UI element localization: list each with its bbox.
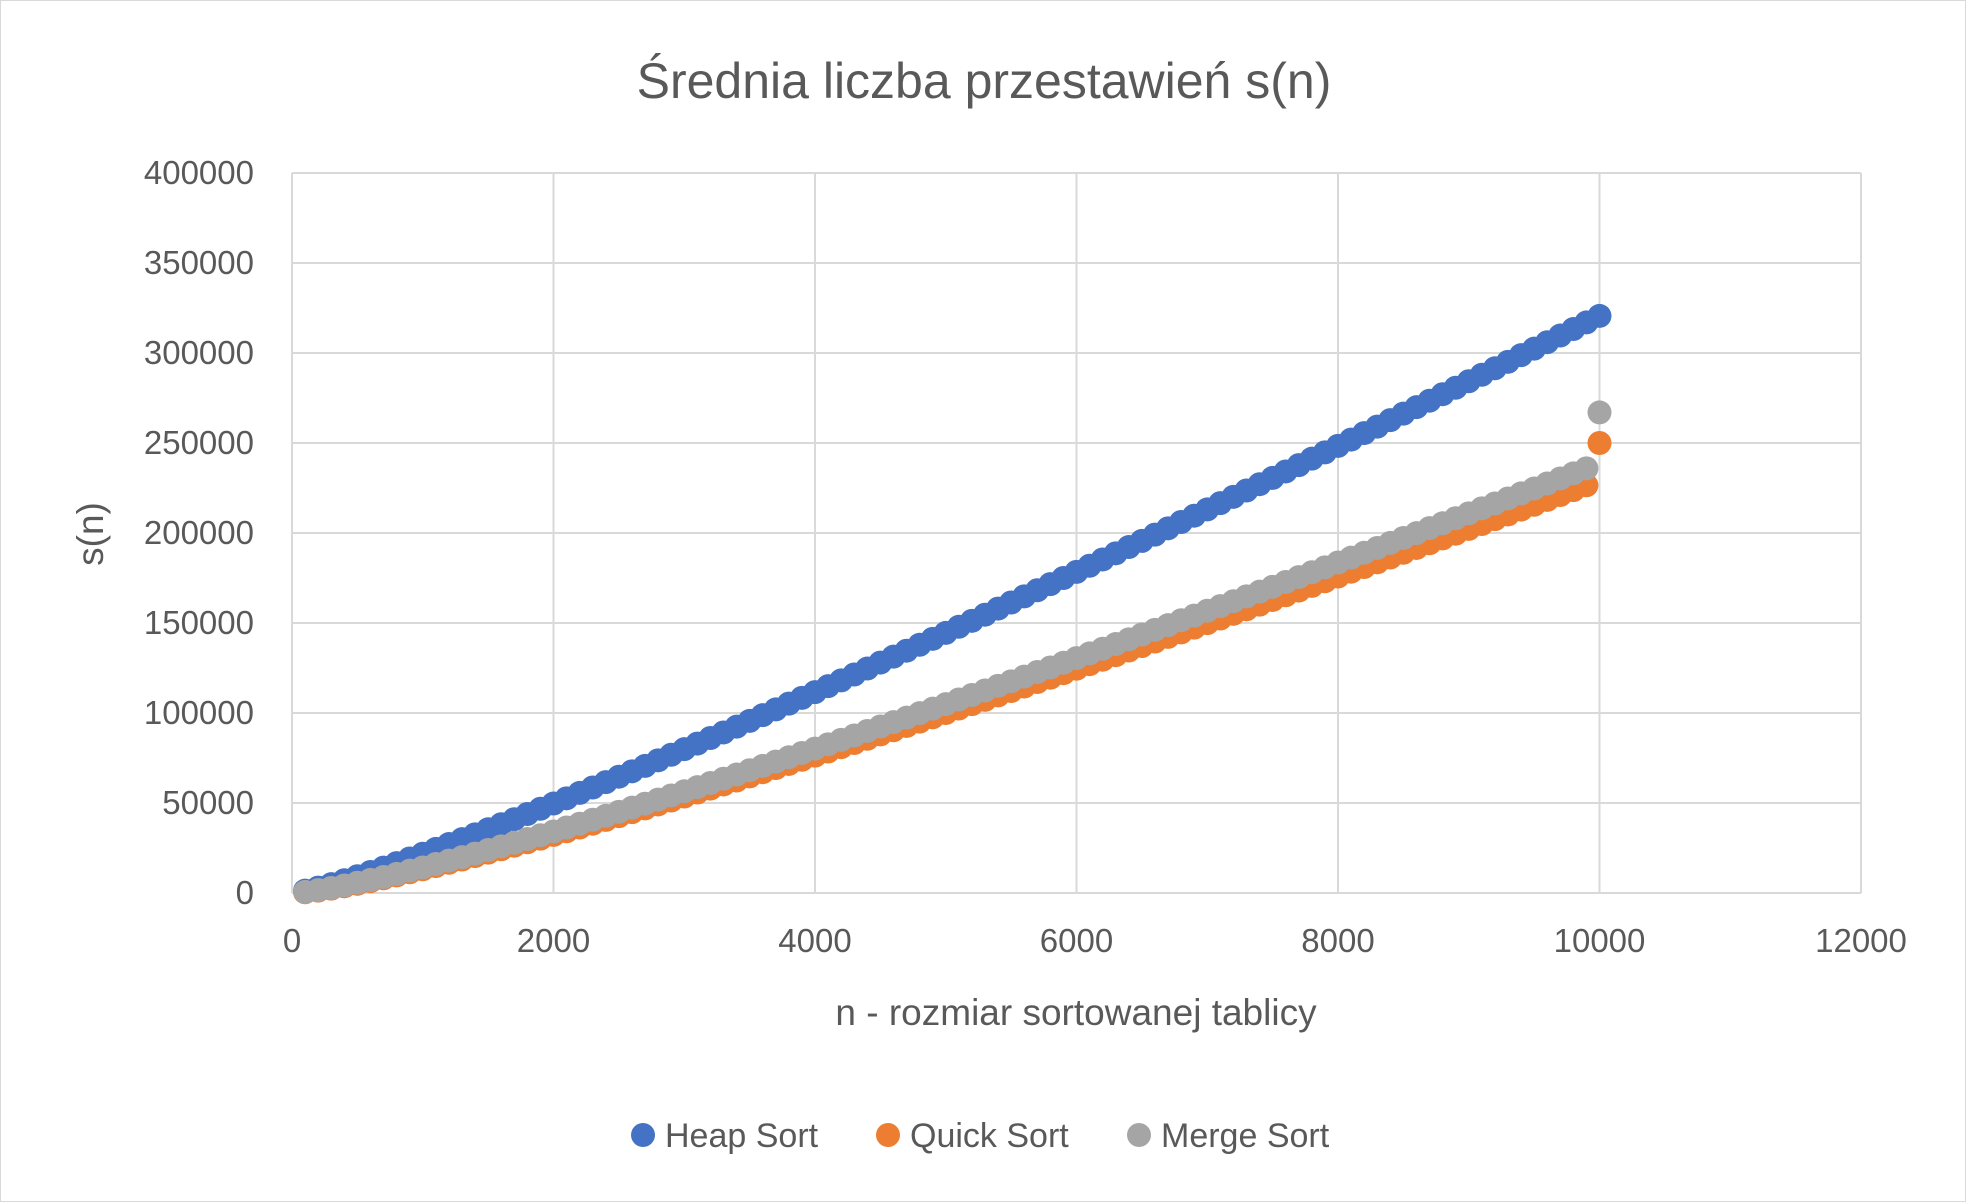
- legend-item: Quick Sort: [876, 1117, 1069, 1155]
- legend: Heap Sort Quick Sort Merge Sort: [631, 1117, 1330, 1155]
- legend-marker: [631, 1123, 655, 1147]
- x-tick-label: 6000: [1040, 922, 1113, 959]
- legend-marker: [1127, 1123, 1151, 1147]
- x-tick-label: 2000: [517, 922, 590, 959]
- grid-layer: [291, 172, 1862, 894]
- y-tick-label: 200000: [144, 514, 254, 551]
- data-point: [1587, 400, 1612, 425]
- y-tick-label: 100000: [144, 694, 254, 731]
- y-axis-title: s(n): [70, 502, 111, 566]
- legend-label: Quick Sort: [910, 1117, 1069, 1155]
- data-point: [1587, 303, 1612, 328]
- series-merge-sort: [293, 400, 1612, 904]
- series-heap-sort: [293, 303, 1612, 903]
- x-tick-label: 10000: [1554, 922, 1646, 959]
- legend-item: Heap Sort: [631, 1117, 819, 1155]
- data-point: [1574, 456, 1599, 481]
- legend-label: Merge Sort: [1161, 1117, 1330, 1155]
- y-tick-label: 350000: [144, 244, 254, 281]
- chart-title: Średnia liczba przestawień s(n): [637, 52, 1332, 109]
- y-tick-label: 50000: [162, 784, 254, 821]
- x-tick-label: 8000: [1301, 922, 1374, 959]
- y-tick-label: 300000: [144, 334, 254, 371]
- y-tick-label: 0: [236, 874, 254, 911]
- tick-labels: 0500001000001500002000002500003000003500…: [144, 154, 1907, 959]
- legend-marker: [876, 1123, 900, 1147]
- x-tick-label: 12000: [1815, 922, 1907, 959]
- x-tick-label: 0: [283, 922, 301, 959]
- y-tick-label: 150000: [144, 604, 254, 641]
- legend-label: Heap Sort: [665, 1117, 819, 1155]
- x-tick-label: 4000: [778, 922, 851, 959]
- series-layer: [293, 303, 1612, 905]
- x-axis-title: n - rozmiar sortowanej tablicy: [835, 992, 1317, 1033]
- legend-item: Merge Sort: [1127, 1117, 1330, 1155]
- y-tick-label: 250000: [144, 424, 254, 461]
- y-tick-label: 400000: [144, 154, 254, 191]
- data-point: [1587, 431, 1612, 455]
